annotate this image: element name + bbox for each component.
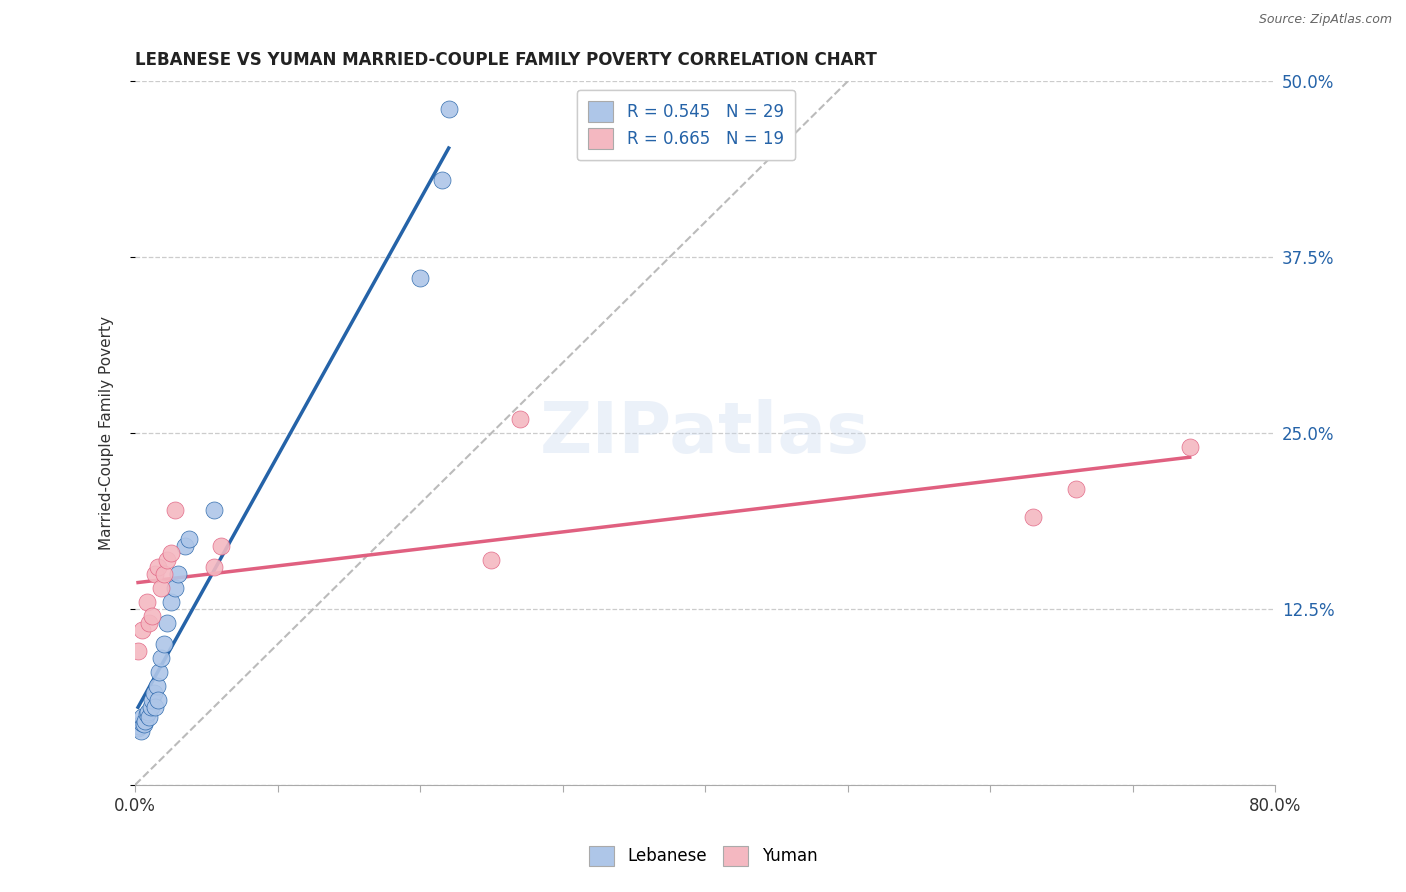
Point [159, 546, 181, 560]
Point [134, 714, 156, 729]
Point [155, 615, 177, 630]
Legend: Lebanese, Yuman: Lebanese, Yuman [575, 832, 831, 880]
Point [127, 722, 149, 736]
Point [165, 581, 187, 595]
Point [209, 539, 232, 553]
Point [1022, 510, 1045, 524]
Point [430, 173, 453, 187]
Point [135, 707, 157, 722]
Point [165, 503, 187, 517]
Point [179, 532, 201, 546]
Point [167, 566, 190, 581]
Point [149, 581, 172, 595]
Point [142, 686, 165, 700]
Point [132, 717, 155, 731]
Point [145, 679, 167, 693]
Legend: R = 0.545   N = 29, R = 0.665   N = 19: R = 0.545 N = 29, R = 0.665 N = 19 [576, 90, 796, 161]
Point [174, 539, 197, 553]
Point [131, 715, 153, 730]
Point [409, 271, 432, 285]
Text: ZIPatlas: ZIPatlas [540, 399, 870, 467]
Point [131, 710, 153, 724]
Point [128, 719, 150, 733]
Point [143, 566, 166, 581]
Point [136, 705, 159, 719]
Point [138, 710, 160, 724]
Point [143, 700, 166, 714]
Point [141, 693, 163, 707]
Point [149, 651, 172, 665]
Point [129, 724, 152, 739]
Point [141, 609, 163, 624]
Point [139, 700, 162, 714]
Point [135, 595, 157, 609]
Point [202, 503, 225, 517]
Point [1064, 483, 1087, 497]
Text: LEBANESE VS YUMAN MARRIED-COUPLE FAMILY POVERTY CORRELATION CHART: LEBANESE VS YUMAN MARRIED-COUPLE FAMILY … [135, 51, 877, 69]
Y-axis label: Married-Couple Family Poverty: Married-Couple Family Poverty [100, 316, 114, 550]
Point [437, 103, 460, 117]
Point [481, 552, 503, 566]
Point [159, 595, 181, 609]
Point [146, 693, 169, 707]
Point [127, 644, 149, 658]
Point [152, 566, 174, 581]
Point [138, 615, 160, 630]
Point [152, 637, 174, 651]
Text: Source: ZipAtlas.com: Source: ZipAtlas.com [1258, 13, 1392, 27]
Point [146, 559, 169, 574]
Point [509, 412, 531, 426]
Point [148, 665, 170, 680]
Point [1178, 440, 1201, 454]
Point [202, 559, 225, 574]
Point [131, 623, 153, 637]
Point [155, 552, 177, 566]
